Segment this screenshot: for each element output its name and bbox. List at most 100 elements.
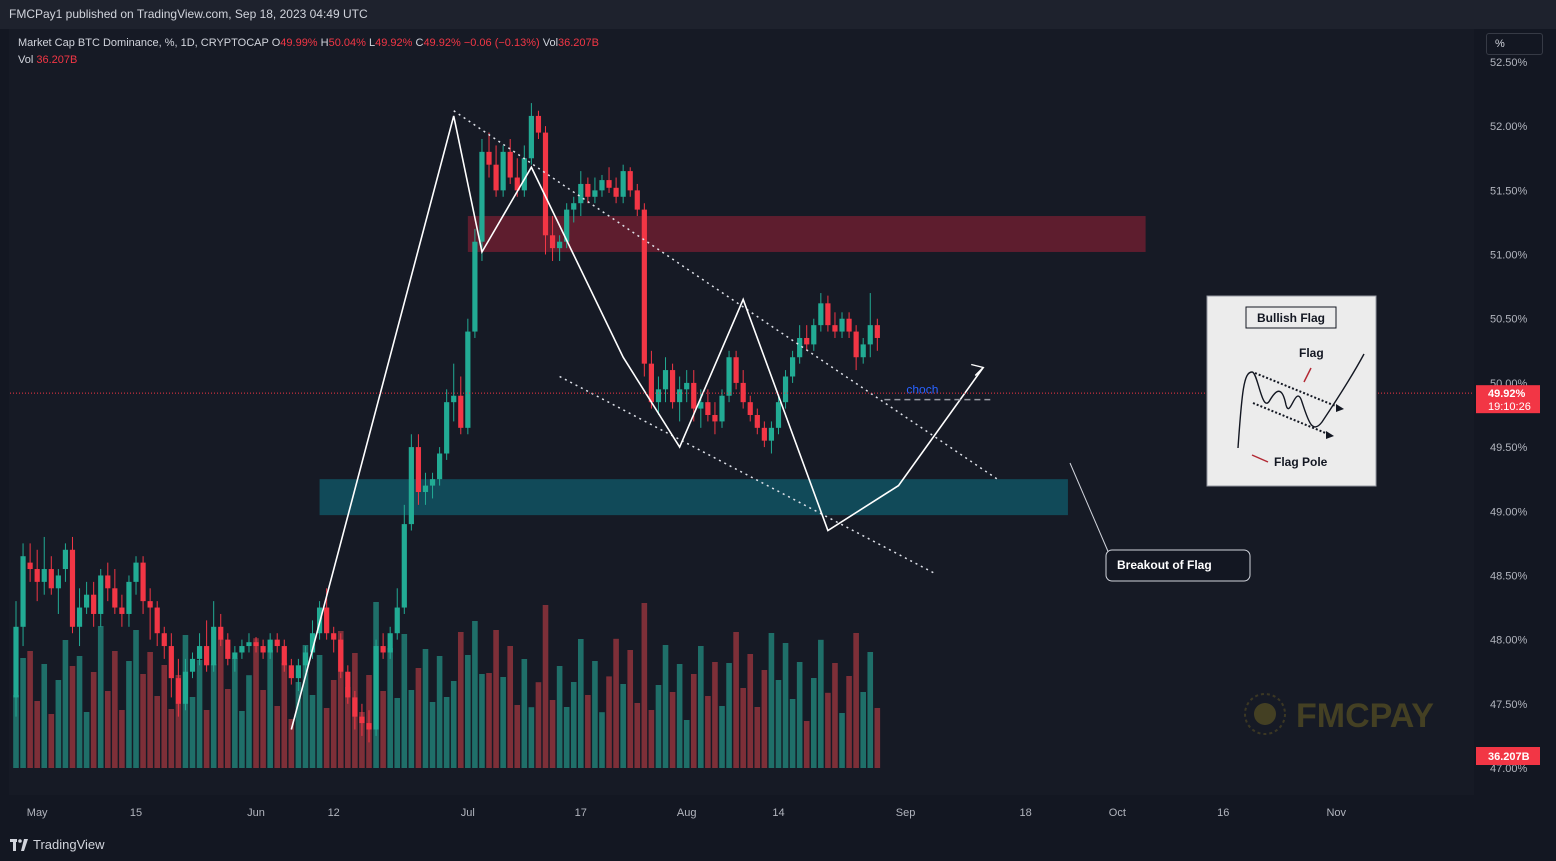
candle-body — [811, 325, 817, 345]
candle — [338, 633, 344, 679]
y-tick-label: 47.00% — [1490, 763, 1528, 775]
volume-bar — [465, 655, 471, 768]
volume-bar — [316, 655, 323, 768]
candle — [331, 626, 337, 653]
candle — [112, 569, 118, 614]
candle — [239, 639, 245, 659]
legend-symbol[interactable]: Market Cap BTC Dominance, %, 1D, CRYPTOC… — [18, 37, 269, 49]
y-tick-label: 49.00% — [1490, 506, 1528, 518]
candle-body — [133, 562, 139, 582]
candle-body — [782, 376, 789, 403]
candle — [41, 536, 47, 595]
choch-label: choch — [906, 383, 938, 397]
candle-body — [55, 575, 61, 589]
volume-bar — [818, 639, 824, 768]
candle-body — [48, 569, 54, 589]
candle-body — [825, 303, 831, 326]
candle — [733, 350, 739, 390]
candle — [754, 408, 760, 435]
volume-bar — [726, 663, 732, 768]
candle-body — [684, 382, 690, 390]
volume-bar — [634, 703, 641, 768]
watermark-ring-icon — [1244, 693, 1286, 735]
candle — [804, 325, 810, 351]
volume-bar — [267, 650, 273, 768]
legend-vol-label: Vol — [542, 37, 559, 49]
volume-bar — [740, 688, 746, 768]
volume-bar — [528, 707, 535, 768]
candle-body — [557, 241, 563, 249]
candle-body — [500, 151, 506, 191]
volume-legend-value: 36.207B — [36, 54, 78, 66]
volume-bar — [140, 674, 146, 768]
volume-bar — [683, 720, 690, 768]
volume-bar — [810, 678, 817, 768]
candle-body — [34, 569, 40, 582]
candle — [62, 543, 69, 582]
volume-bar — [761, 670, 768, 768]
candle — [712, 402, 718, 435]
candle — [599, 174, 605, 197]
legend-low-value: 49.92% — [375, 37, 413, 49]
volume-bar — [578, 639, 584, 768]
candle-body — [422, 485, 429, 493]
candle — [451, 363, 457, 422]
candle-body — [712, 415, 718, 422]
volume-bar — [556, 666, 563, 768]
candle — [818, 293, 824, 332]
candle-body — [69, 549, 76, 627]
candle-body — [373, 646, 379, 730]
candle-body — [768, 427, 775, 441]
volume-bar — [570, 682, 577, 768]
candle-body — [521, 158, 527, 191]
candle — [479, 139, 485, 261]
volume-bar — [479, 674, 485, 768]
candle-body — [493, 164, 499, 191]
candle-body — [451, 395, 457, 403]
x-tick-label: 15 — [130, 807, 142, 819]
candle-body — [818, 303, 824, 326]
candle — [620, 164, 626, 204]
volume-bar — [260, 690, 266, 768]
candle — [161, 626, 167, 659]
candle-body — [126, 581, 132, 614]
volume-bar — [648, 710, 655, 768]
volume-bar — [76, 656, 83, 768]
volume-bar — [803, 721, 810, 768]
candle-body — [613, 187, 619, 197]
volume-bar — [387, 648, 393, 768]
candle-body — [853, 331, 859, 358]
candle-body — [359, 716, 365, 724]
y-tick-label: 49.50% — [1490, 442, 1528, 454]
candle-body — [331, 633, 337, 640]
candle — [458, 376, 464, 435]
volume-bar — [394, 698, 401, 768]
candle-body — [648, 363, 654, 403]
breakout-callout-label: Breakout of Flag — [1117, 558, 1212, 572]
candle — [126, 575, 132, 627]
candle — [719, 389, 725, 428]
candle — [415, 434, 422, 505]
volume-bar — [754, 707, 761, 768]
candle — [613, 177, 619, 204]
candle-body — [91, 594, 97, 614]
candle — [493, 145, 499, 197]
candle — [578, 171, 584, 217]
candle-body — [790, 357, 796, 377]
volume-bar — [281, 663, 288, 768]
volume-bar — [189, 697, 196, 768]
volume-bar — [295, 682, 302, 768]
volume-bar — [669, 692, 676, 768]
unit-toggle-button[interactable]: % — [1486, 33, 1543, 55]
candle — [768, 421, 775, 454]
breakout-pointer — [1069, 462, 1111, 557]
candle-body — [444, 402, 450, 454]
volume-bar — [104, 691, 111, 768]
candle — [288, 658, 294, 685]
candle — [20, 543, 26, 647]
tradingview-brand[interactable]: TradingView — [10, 837, 105, 852]
candle-body — [366, 723, 372, 730]
candle-body — [775, 402, 782, 428]
candle-body — [465, 331, 471, 428]
